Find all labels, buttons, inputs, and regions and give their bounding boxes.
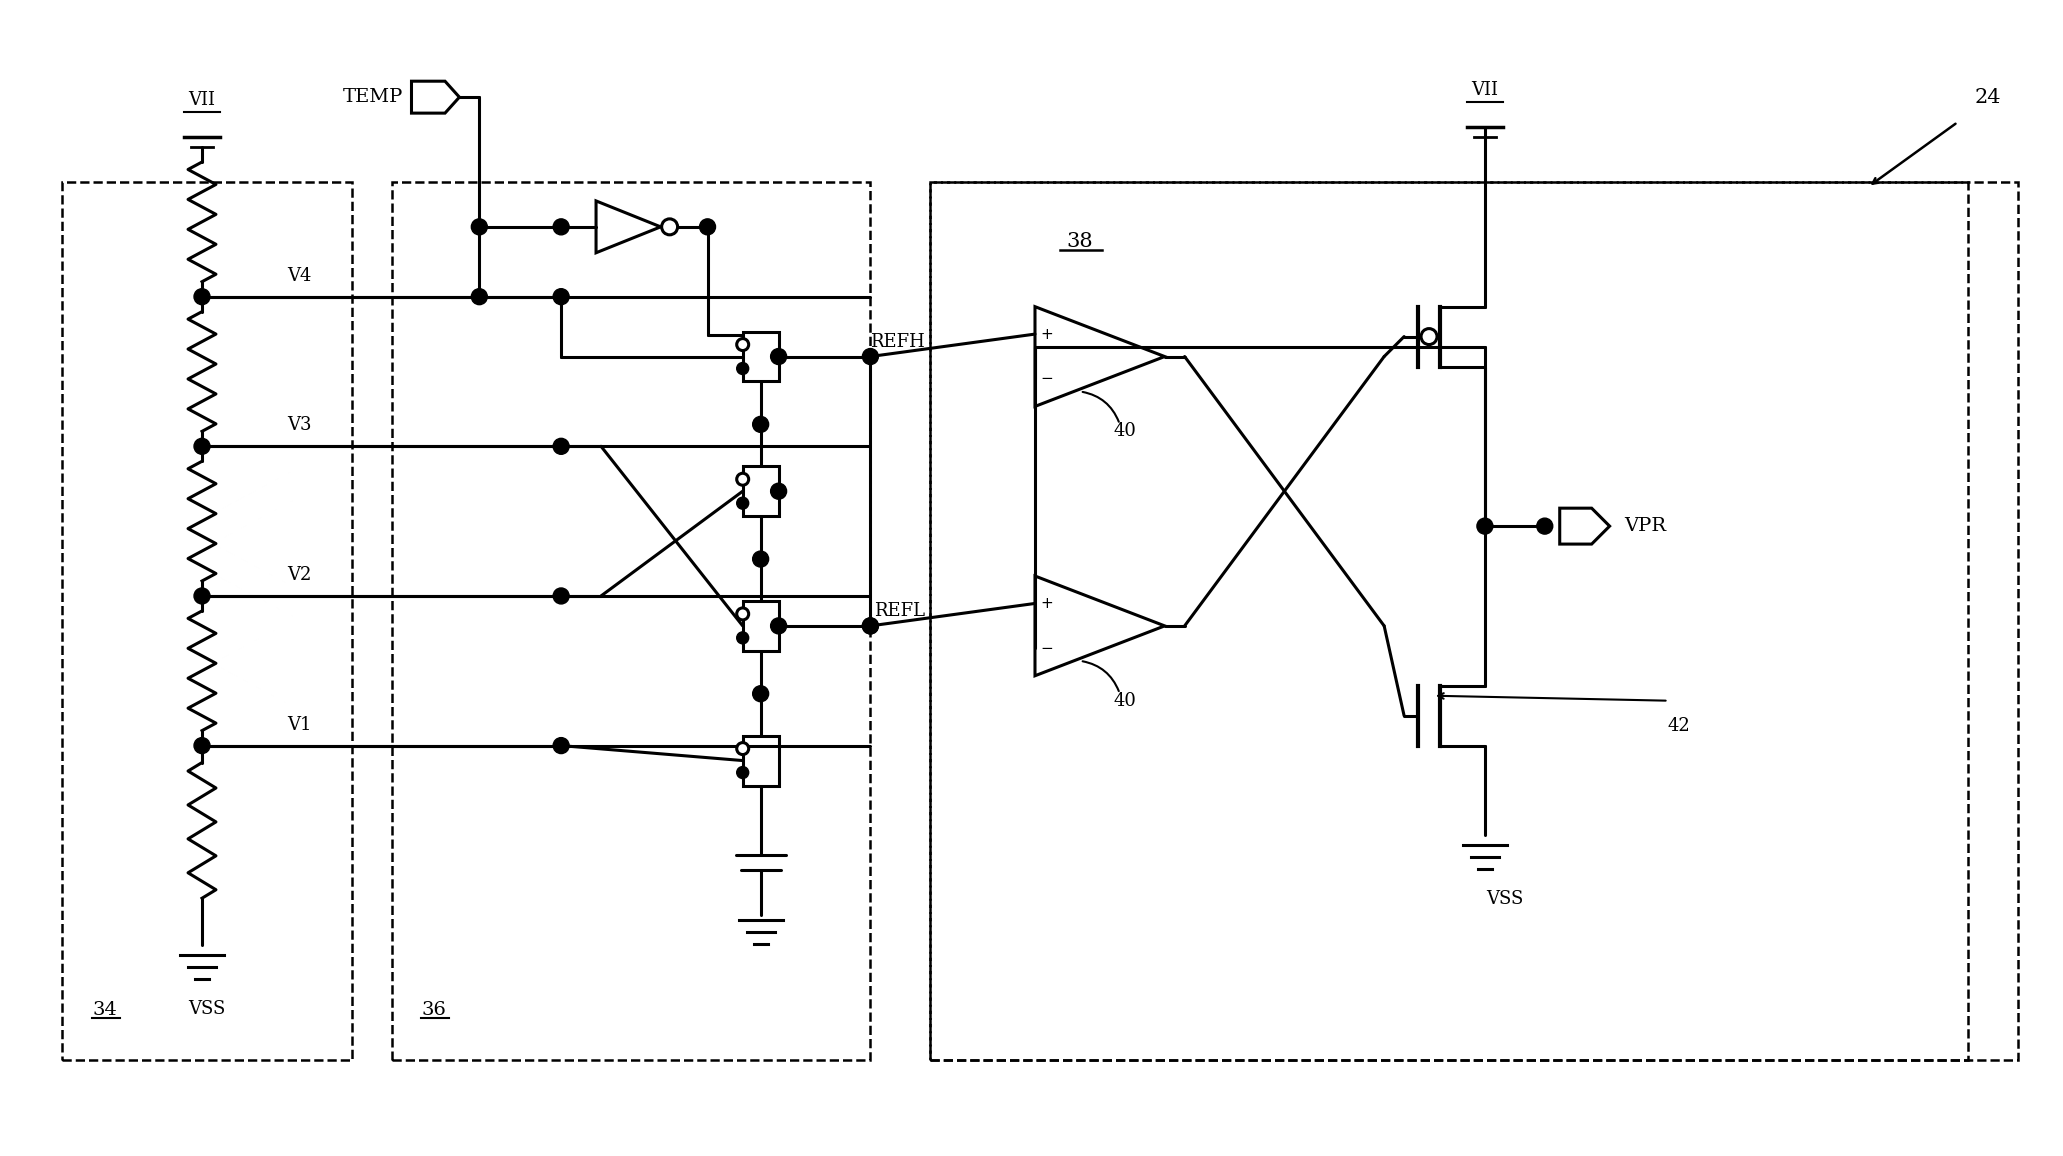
Circle shape (194, 438, 210, 454)
Circle shape (736, 608, 749, 620)
Circle shape (553, 738, 569, 754)
Circle shape (194, 588, 210, 603)
Text: 34: 34 (93, 1001, 118, 1018)
Circle shape (862, 349, 879, 364)
Text: 36: 36 (421, 1001, 446, 1018)
Circle shape (753, 686, 769, 702)
Text: +: + (1040, 596, 1054, 610)
Circle shape (753, 416, 769, 432)
Text: REFL: REFL (875, 602, 926, 620)
Text: 40: 40 (1114, 422, 1137, 440)
Text: −: − (1040, 640, 1054, 655)
Bar (743, 332, 778, 381)
Circle shape (772, 483, 786, 499)
Text: VSS: VSS (1485, 890, 1525, 909)
Circle shape (772, 618, 786, 633)
Bar (62, 181, 351, 1060)
Text: VII: VII (1471, 81, 1498, 99)
Bar (743, 601, 778, 651)
Text: V1: V1 (287, 716, 312, 734)
Bar (930, 181, 1968, 1060)
Circle shape (736, 497, 749, 509)
Circle shape (736, 742, 749, 755)
Circle shape (1477, 518, 1494, 534)
Circle shape (470, 218, 487, 235)
Text: TEMP: TEMP (342, 88, 404, 106)
Bar (743, 466, 778, 516)
Text: −: − (1040, 371, 1054, 386)
Circle shape (772, 349, 786, 364)
Circle shape (736, 339, 749, 350)
Text: 40: 40 (1114, 691, 1137, 710)
Circle shape (736, 766, 749, 778)
Circle shape (662, 218, 677, 235)
Circle shape (470, 289, 487, 305)
Circle shape (553, 289, 569, 305)
Circle shape (1421, 328, 1438, 344)
Text: VSS: VSS (188, 1000, 225, 1018)
Text: 24: 24 (1974, 88, 2001, 106)
Text: 38: 38 (1067, 232, 1093, 251)
Circle shape (753, 551, 769, 568)
Circle shape (736, 363, 749, 375)
Text: VPR: VPR (1624, 517, 1667, 535)
Circle shape (553, 588, 569, 603)
Circle shape (699, 218, 716, 235)
Text: VII: VII (188, 91, 215, 109)
Circle shape (1537, 518, 1553, 534)
Bar (743, 735, 778, 785)
Text: V3: V3 (287, 416, 312, 435)
Bar (930, 181, 2018, 1060)
Circle shape (862, 618, 879, 633)
Circle shape (736, 473, 749, 486)
Circle shape (194, 738, 210, 754)
Circle shape (553, 438, 569, 454)
Text: 42: 42 (1667, 717, 1690, 735)
Bar (392, 181, 871, 1060)
Text: REFH: REFH (871, 333, 926, 350)
Circle shape (736, 632, 749, 644)
Circle shape (862, 618, 879, 633)
Circle shape (553, 218, 569, 235)
Text: V4: V4 (287, 267, 312, 284)
Text: +: + (1040, 327, 1054, 341)
Text: V2: V2 (287, 566, 312, 584)
Circle shape (194, 289, 210, 305)
